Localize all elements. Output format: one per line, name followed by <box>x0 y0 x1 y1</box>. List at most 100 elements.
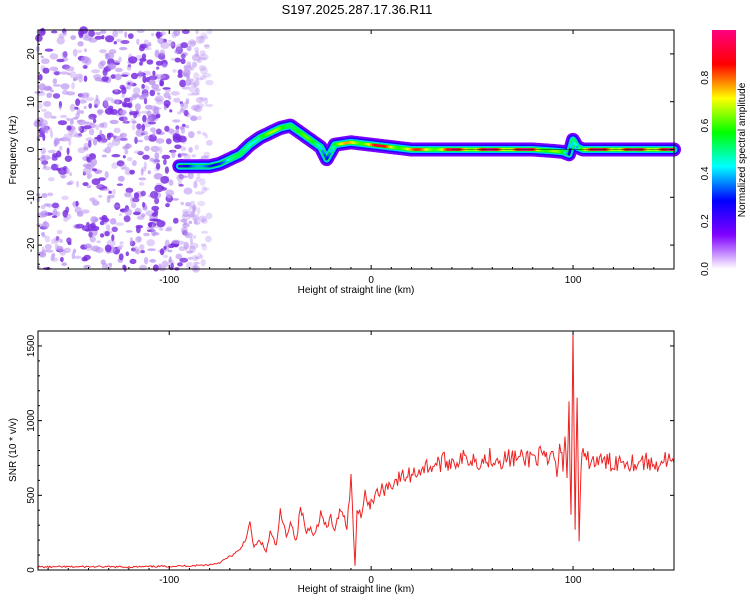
noise-blob <box>136 236 142 242</box>
noise-blob <box>59 174 67 178</box>
noise-blob <box>132 197 140 203</box>
noise-blob <box>35 34 43 42</box>
noise-blob <box>199 50 206 56</box>
noise-blob <box>59 114 68 119</box>
noise-blob <box>167 194 172 199</box>
noise-blob <box>169 109 173 113</box>
noise-blob <box>57 138 65 142</box>
noise-blob <box>58 101 63 109</box>
noise-blob <box>88 116 94 121</box>
noise-blob <box>168 256 172 263</box>
noise-blob <box>201 230 209 234</box>
snr-y-tick-label: 500 <box>26 487 37 504</box>
noise-blob <box>133 94 140 98</box>
noise-blob <box>67 130 74 136</box>
noise-blob <box>189 242 199 249</box>
noise-blob <box>189 40 197 45</box>
snr-x-tick-label: 0 <box>368 575 374 586</box>
noise-blob <box>199 53 209 61</box>
noise-blob <box>148 75 158 81</box>
noise-blob <box>55 236 60 241</box>
noise-blob <box>50 238 58 245</box>
noise-blob <box>42 125 49 134</box>
noise-blob <box>195 77 204 81</box>
noise-blob <box>195 36 205 44</box>
noise-blob <box>76 119 83 123</box>
noise-blob <box>183 153 191 161</box>
noise-blob <box>43 220 48 226</box>
noise-blob <box>205 235 212 243</box>
noise-blob <box>50 115 57 119</box>
noise-blob <box>110 99 121 104</box>
noise-blob <box>84 243 92 249</box>
noise-blob <box>43 100 52 107</box>
noise-blob <box>165 227 173 232</box>
noise-blob <box>129 96 137 100</box>
noise-blob <box>90 222 96 229</box>
noise-blob <box>82 163 92 168</box>
noise-blob <box>149 259 157 263</box>
noise-blob <box>156 74 166 80</box>
noise-blob <box>180 218 188 223</box>
noise-blob <box>47 192 54 197</box>
noise-blob <box>64 66 75 72</box>
noise-blob <box>199 97 208 101</box>
colorbar-label: Normalized spectral amplitude <box>737 82 748 217</box>
noise-blob <box>194 256 201 260</box>
snr-panel: -100 0 100 0 500 1000 1500 Height of straight… <box>8 330 675 595</box>
noise-blob <box>195 35 205 39</box>
noise-blob <box>206 139 213 146</box>
noise-blob <box>46 203 53 208</box>
noise-blob <box>40 108 47 112</box>
noise-blob <box>71 82 75 90</box>
noise-blob <box>143 232 150 237</box>
noise-blob <box>113 135 122 142</box>
noise-blob <box>125 251 129 257</box>
noise-blob <box>180 52 186 59</box>
noise-blob <box>173 29 181 37</box>
noise-blob <box>151 229 157 237</box>
noise-blob <box>117 244 124 248</box>
noise-blob <box>86 121 90 125</box>
noise-blob <box>63 216 69 223</box>
noise-blob <box>193 105 203 113</box>
noise-blob <box>130 202 137 209</box>
snr-x-ticks: -100 0 100 <box>47 331 675 586</box>
noise-blob <box>96 134 102 142</box>
noise-blob <box>65 91 76 96</box>
noise-blob <box>139 45 145 52</box>
noise-blob <box>179 257 188 263</box>
noise-blob <box>51 155 58 161</box>
noise-blob <box>190 237 193 245</box>
noise-blob <box>141 53 147 60</box>
noise-blob <box>197 115 202 121</box>
noise-blob <box>174 144 182 150</box>
noise-blob <box>72 48 78 57</box>
noise-blob <box>201 132 207 136</box>
noise-blob <box>196 206 201 215</box>
noise-blob <box>104 53 110 57</box>
noise-blob <box>170 91 180 96</box>
noise-blob <box>95 185 103 189</box>
noise-blob <box>154 152 160 160</box>
noise-blob <box>53 137 60 145</box>
colorbar-tick-label: 0.4 <box>700 166 711 180</box>
noise-blob <box>108 190 112 194</box>
noise-blob <box>117 135 124 141</box>
noise-blob <box>189 81 195 86</box>
noise-blob <box>56 229 63 235</box>
noise-blob <box>101 76 109 82</box>
noise-blob <box>158 263 162 269</box>
noise-blob <box>50 131 54 139</box>
noise-blob <box>94 98 100 107</box>
noise-blob <box>182 101 189 110</box>
noise-blob <box>164 166 169 174</box>
noise-blob <box>180 58 186 65</box>
noise-blob <box>141 166 147 172</box>
noise-blob <box>167 249 173 253</box>
noise-blob <box>178 184 184 187</box>
noise-blob <box>111 154 121 158</box>
noise-blob <box>149 89 156 97</box>
noise-blob <box>138 95 146 100</box>
noise-blob <box>142 201 146 208</box>
